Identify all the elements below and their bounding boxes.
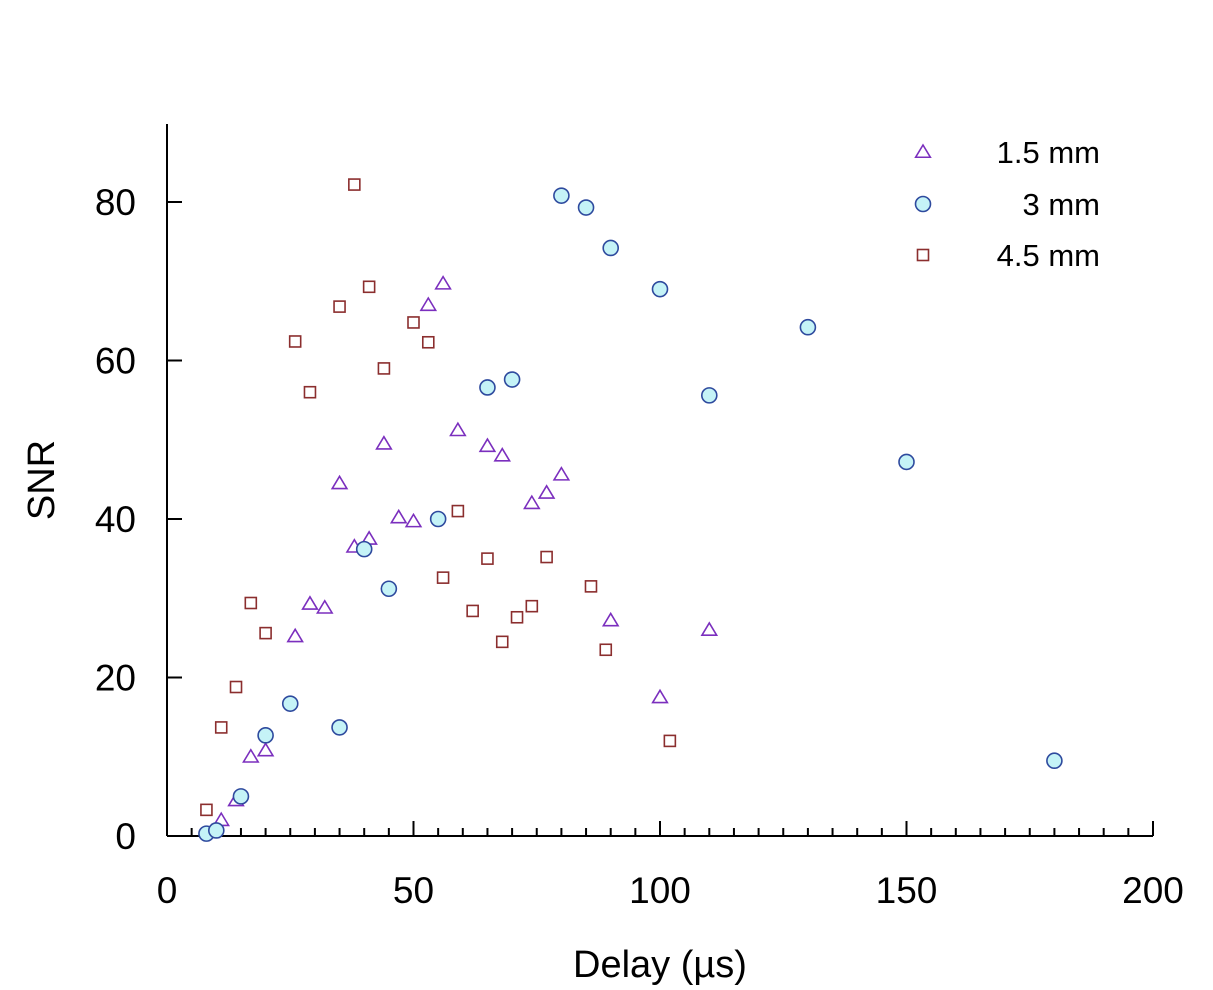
data-point-triangle — [330, 474, 349, 490]
data-point-triangle — [315, 599, 334, 614]
data-point-square — [451, 504, 465, 518]
data-point-square — [481, 552, 494, 565]
data-point-square — [584, 580, 598, 593]
data-point-triangle — [242, 748, 260, 763]
data-point-circle — [479, 379, 496, 396]
data-point-square — [599, 643, 613, 657]
data-point-triangle — [286, 627, 304, 643]
data-point-square — [362, 280, 376, 294]
data-point-circle — [503, 371, 521, 388]
x-tick-label: 50 — [393, 870, 434, 911]
data-point-square — [229, 680, 243, 694]
data-point-square — [407, 316, 420, 329]
data-point-square — [303, 385, 317, 399]
y-tick-label: 40 — [95, 499, 136, 540]
data-point-square — [421, 335, 435, 349]
legend: 1.5 mm 3 mm 4.5 mm — [914, 135, 1101, 273]
x-tick-label: 150 — [876, 870, 938, 911]
data-point-circle — [700, 387, 718, 404]
data-point-triangle — [449, 421, 467, 437]
legend-marker-circle — [914, 195, 932, 213]
data-point-square — [466, 604, 479, 618]
data-points — [198, 178, 1063, 842]
data-point-square — [259, 626, 272, 640]
data-point-square — [348, 178, 361, 191]
x-axis-title: Delay (µs) — [573, 944, 747, 986]
series-square — [200, 178, 677, 817]
data-point-circle — [602, 239, 620, 257]
x-tick-label: 0 — [157, 870, 178, 911]
data-point-square — [540, 550, 553, 564]
data-point-triangle — [537, 484, 556, 499]
data-point-square — [495, 635, 509, 649]
y-tick-label: 20 — [95, 658, 136, 699]
data-point-square — [244, 596, 258, 610]
data-point-square — [436, 571, 450, 584]
data-point-triangle — [404, 512, 423, 528]
data-point-circle — [429, 510, 447, 528]
data-point-square — [663, 734, 677, 748]
data-point-circle — [208, 822, 225, 839]
data-point-triangle — [375, 435, 393, 450]
data-point-circle — [331, 719, 348, 736]
y-tick-label: 80 — [95, 182, 136, 223]
data-point-square — [510, 610, 524, 624]
data-point-square — [333, 300, 346, 313]
legend-marker-square — [916, 248, 930, 262]
data-point-triangle — [700, 621, 719, 637]
data-point-circle — [898, 453, 915, 471]
data-point-triangle — [256, 741, 275, 757]
data-point-triangle — [478, 437, 497, 453]
data-point-circle — [577, 199, 595, 216]
y-tick-label: 0 — [115, 816, 136, 857]
axes: 0 50 100 150 200 0 20 40 60 80 — [95, 124, 1184, 911]
data-point-circle — [553, 187, 570, 204]
data-point-square — [377, 362, 391, 375]
data-point-triangle — [493, 447, 512, 462]
legend-marker-triangle — [914, 143, 932, 159]
x-tick-label: 200 — [1122, 870, 1184, 911]
data-point-triangle — [601, 611, 620, 627]
data-point-triangle — [552, 466, 571, 481]
data-point-square — [288, 335, 302, 348]
data-point-square — [200, 803, 213, 817]
data-point-circle — [355, 540, 373, 558]
data-point-triangle — [651, 688, 669, 704]
data-point-circle — [281, 695, 299, 712]
data-point-triangle — [419, 296, 438, 312]
data-point-square — [525, 599, 539, 613]
data-point-circle — [1046, 752, 1063, 770]
legend-label: 4.5 mm — [997, 238, 1100, 273]
data-point-triangle — [434, 275, 452, 290]
data-point-circle — [651, 280, 669, 298]
y-tick-label: 60 — [95, 341, 136, 382]
data-point-circle — [232, 788, 250, 805]
series-circle — [198, 187, 1063, 842]
x-tick-label: 100 — [629, 870, 691, 911]
data-point-triangle — [301, 595, 319, 610]
data-point-circle — [799, 318, 817, 336]
data-point-circle — [257, 727, 274, 744]
y-axis-title: SNR — [21, 440, 63, 520]
legend-label: 3 mm — [1023, 187, 1101, 222]
data-point-triangle — [523, 494, 541, 510]
data-point-circle — [380, 580, 398, 598]
data-point-square — [214, 721, 228, 734]
data-point-triangle — [389, 508, 408, 524]
legend-label: 1.5 mm — [997, 135, 1100, 170]
